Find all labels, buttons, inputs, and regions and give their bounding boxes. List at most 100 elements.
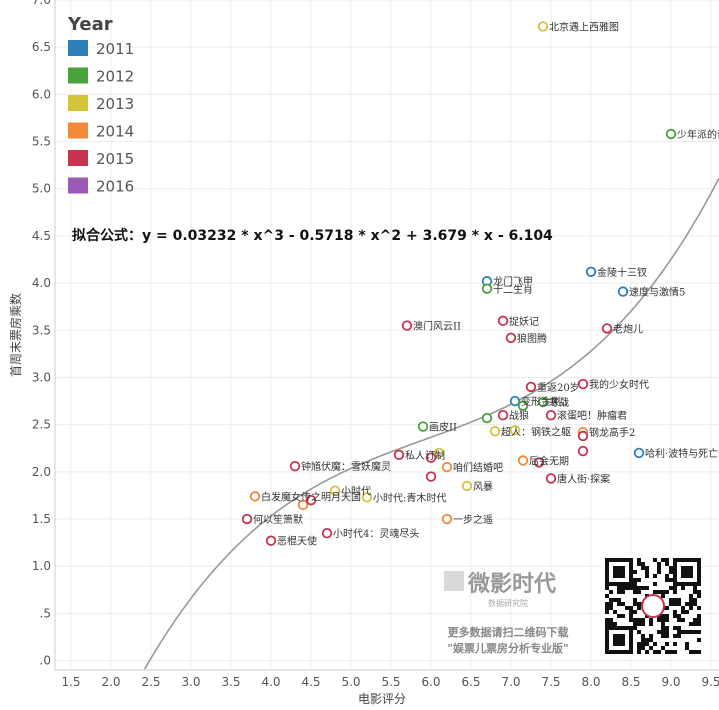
qr-module bbox=[617, 638, 621, 642]
data-point bbox=[509, 425, 521, 436]
legend-title: Year bbox=[67, 14, 113, 35]
qr-module bbox=[685, 642, 689, 646]
data-point bbox=[537, 21, 549, 32]
qr-module bbox=[629, 618, 633, 622]
point-label: 白发魔女传之明月天国 bbox=[261, 490, 361, 503]
x-tick-label: 7.0 bbox=[501, 675, 520, 689]
watermark-brand: 微影时代 bbox=[467, 571, 556, 597]
x-tick-label: 9.5 bbox=[701, 675, 719, 689]
data-point bbox=[401, 320, 413, 331]
qr-module bbox=[641, 642, 645, 646]
y-tick-label: .0 bbox=[40, 654, 51, 668]
data-point bbox=[297, 499, 309, 511]
qr-module bbox=[609, 582, 613, 586]
x-tick-label: 2.0 bbox=[101, 675, 120, 689]
legend-swatch bbox=[68, 122, 88, 139]
qr-module bbox=[665, 590, 669, 594]
qr-module bbox=[621, 586, 625, 590]
qr-module bbox=[637, 558, 641, 562]
qr-module bbox=[669, 598, 673, 602]
y-tick-label: 3.0 bbox=[32, 370, 51, 384]
qr-module bbox=[673, 590, 677, 594]
point-label: 老炮儿 bbox=[613, 322, 643, 335]
qr-module bbox=[629, 570, 633, 574]
qr-module bbox=[637, 606, 641, 610]
qr-module bbox=[661, 590, 665, 594]
qr-module bbox=[661, 622, 665, 626]
qr-module bbox=[613, 582, 617, 586]
qr-module bbox=[641, 618, 645, 622]
qr-module bbox=[669, 602, 673, 606]
point-label: 何以笙箫默 bbox=[253, 513, 303, 526]
qr-module bbox=[617, 626, 621, 630]
qr-module bbox=[613, 650, 617, 654]
y-tick-label: 7.0 bbox=[32, 0, 51, 7]
legend-label: 2012 bbox=[96, 68, 134, 86]
qr-module bbox=[641, 638, 645, 642]
qr-module bbox=[673, 566, 677, 570]
point-label: 恶棍天使 bbox=[277, 535, 317, 548]
qr-module bbox=[617, 642, 621, 646]
qr-module bbox=[605, 558, 609, 562]
qr-module bbox=[697, 614, 701, 618]
qr-module bbox=[629, 646, 633, 650]
qr-module bbox=[625, 626, 629, 630]
qr-module bbox=[617, 566, 621, 570]
qr-module bbox=[629, 582, 633, 586]
legend-label: 2014 bbox=[96, 123, 134, 141]
qr-module bbox=[617, 602, 621, 606]
qr-module bbox=[605, 642, 609, 646]
qr-module bbox=[629, 626, 633, 630]
qr-module bbox=[661, 558, 665, 562]
qr-module bbox=[633, 570, 637, 574]
qr-module bbox=[633, 610, 637, 614]
qr-module bbox=[677, 582, 681, 586]
qr-module bbox=[697, 582, 701, 586]
qr-module bbox=[681, 606, 685, 610]
legend-items: 2011 2012 2013 2014 2015 2016 bbox=[68, 40, 134, 196]
qr-module bbox=[617, 590, 621, 594]
point-label: 超人：钢铁之躯 bbox=[501, 425, 571, 438]
qr-module bbox=[637, 578, 641, 582]
qr-module bbox=[629, 562, 633, 566]
qr-module bbox=[605, 594, 609, 598]
qr-module bbox=[653, 650, 657, 654]
qr-module bbox=[605, 630, 609, 634]
qr-module bbox=[609, 602, 613, 606]
trendline-curve bbox=[143, 177, 719, 670]
qr-module bbox=[637, 590, 641, 594]
qr-module bbox=[665, 634, 669, 638]
qr-module bbox=[657, 590, 661, 594]
data-point bbox=[509, 395, 521, 407]
qr-module bbox=[605, 610, 609, 614]
y-tick-label: 5.0 bbox=[32, 182, 51, 196]
qr-module bbox=[661, 626, 665, 630]
fit-formula: 拟合公式：y = 0.03232 * x^3 - 0.5718 * x^2 + … bbox=[72, 227, 553, 244]
qr-module bbox=[649, 622, 653, 626]
qr-module bbox=[629, 610, 633, 614]
qr-module bbox=[625, 606, 629, 610]
qr-module bbox=[617, 614, 621, 618]
qr-module bbox=[661, 594, 665, 598]
data-point bbox=[425, 471, 437, 482]
data-point bbox=[665, 128, 677, 140]
x-tick-label: 3.5 bbox=[221, 675, 240, 689]
qr-module bbox=[685, 646, 689, 650]
qr-module bbox=[637, 618, 641, 622]
qr-module bbox=[609, 650, 613, 654]
qr-module bbox=[605, 646, 609, 650]
qr-module bbox=[685, 558, 689, 562]
qr-module bbox=[605, 638, 609, 642]
qr-module bbox=[613, 598, 617, 602]
watermark: 微影时代 数据研究院 更多数据请扫二维码下载 "娱票儿票房分析专业版" bbox=[444, 555, 704, 657]
qr-module bbox=[621, 650, 625, 654]
data-point bbox=[289, 460, 301, 472]
point-label: 小时代:青木时代 bbox=[373, 491, 446, 504]
qr-module bbox=[665, 650, 669, 654]
qr-module bbox=[693, 590, 697, 594]
point-label: 十二生肖 bbox=[493, 283, 533, 296]
point-label: 澳门风云II bbox=[413, 320, 461, 333]
y-tick-label: 5.5 bbox=[32, 135, 51, 149]
point-label: 战狼 bbox=[509, 409, 529, 422]
